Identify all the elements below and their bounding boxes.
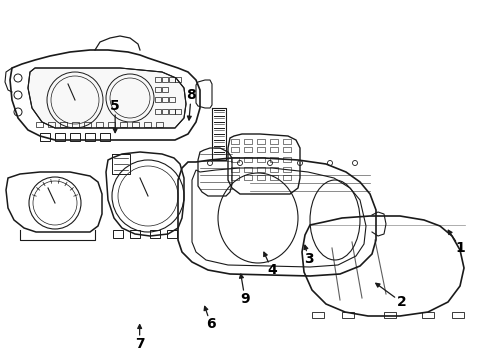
- Bar: [120, 122, 127, 127]
- Bar: [60, 122, 67, 127]
- Bar: [244, 139, 252, 144]
- Bar: [270, 175, 278, 180]
- Text: 5: 5: [110, 99, 120, 113]
- Bar: [130, 230, 140, 238]
- Bar: [85, 133, 95, 141]
- Text: 2: 2: [397, 296, 407, 309]
- Bar: [231, 175, 239, 180]
- Bar: [167, 230, 177, 238]
- Text: 3: 3: [304, 252, 314, 266]
- Bar: [257, 139, 265, 144]
- Bar: [40, 133, 50, 141]
- Text: 9: 9: [240, 292, 250, 306]
- Bar: [231, 139, 239, 144]
- Bar: [132, 122, 139, 127]
- Bar: [231, 167, 239, 172]
- Bar: [270, 157, 278, 162]
- Bar: [55, 133, 65, 141]
- Bar: [283, 147, 291, 152]
- Polygon shape: [28, 68, 186, 128]
- Bar: [84, 122, 91, 127]
- Bar: [283, 175, 291, 180]
- Bar: [231, 157, 239, 162]
- Text: 8: 8: [186, 89, 196, 102]
- Text: 4: 4: [267, 263, 277, 277]
- Bar: [175, 109, 181, 114]
- Bar: [257, 147, 265, 152]
- Bar: [257, 175, 265, 180]
- Bar: [244, 157, 252, 162]
- Bar: [257, 157, 265, 162]
- Bar: [169, 97, 175, 102]
- Bar: [100, 133, 110, 141]
- Bar: [150, 230, 160, 238]
- Bar: [231, 147, 239, 152]
- Bar: [342, 312, 354, 318]
- Bar: [169, 109, 175, 114]
- Bar: [384, 312, 396, 318]
- Bar: [155, 87, 161, 92]
- Bar: [283, 157, 291, 162]
- Text: 7: 7: [135, 337, 145, 351]
- Bar: [283, 167, 291, 172]
- Bar: [244, 167, 252, 172]
- Bar: [48, 122, 55, 127]
- Bar: [156, 122, 163, 127]
- Bar: [175, 77, 181, 82]
- Bar: [155, 77, 161, 82]
- Bar: [312, 312, 324, 318]
- Bar: [155, 109, 161, 114]
- Bar: [70, 133, 80, 141]
- Text: 1: 1: [456, 242, 466, 255]
- Text: 6: 6: [206, 317, 216, 331]
- Bar: [257, 167, 265, 172]
- Bar: [162, 77, 168, 82]
- Bar: [162, 97, 168, 102]
- Bar: [169, 77, 175, 82]
- Bar: [244, 175, 252, 180]
- Bar: [113, 230, 123, 238]
- Bar: [36, 122, 43, 127]
- Bar: [108, 122, 115, 127]
- Bar: [422, 312, 434, 318]
- Bar: [244, 147, 252, 152]
- Bar: [452, 312, 464, 318]
- Bar: [270, 147, 278, 152]
- Bar: [96, 122, 103, 127]
- Bar: [72, 122, 79, 127]
- Bar: [144, 122, 151, 127]
- Bar: [155, 97, 161, 102]
- Bar: [283, 139, 291, 144]
- Bar: [162, 87, 168, 92]
- Bar: [270, 167, 278, 172]
- Bar: [162, 109, 168, 114]
- Bar: [270, 139, 278, 144]
